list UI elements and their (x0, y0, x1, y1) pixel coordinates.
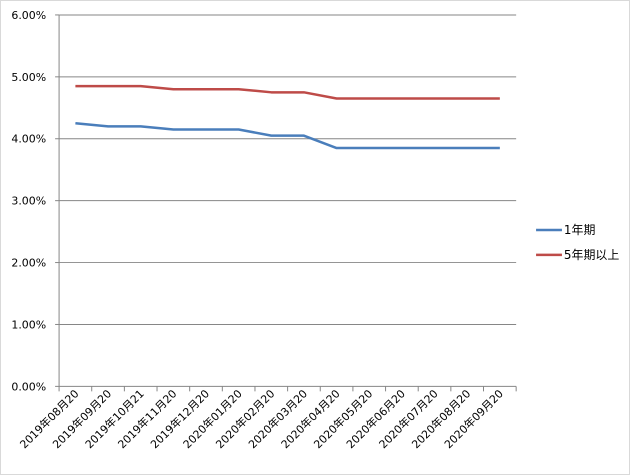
y-axis-ticks: 0.00% 1.00% 2.00% 3.00% 4.00% 5.00% 6.00% (11, 9, 46, 393)
y-tick-label: 5.00% (11, 71, 46, 84)
x-tick-label: 2019年11月20 (115, 387, 180, 452)
x-tick-label: 2020年03月20 (245, 387, 310, 452)
legend-label: 5年期以上 (564, 248, 619, 262)
y-tick-label: 2.00% (11, 257, 46, 270)
y-tick-label: 0.00% (11, 380, 46, 393)
x-tick-label: 2019年10月21 (82, 387, 147, 452)
x-tick-label: 2020年08月20 (409, 387, 474, 452)
series-line-1 (75, 84, 500, 100)
x-tick-label: 2020年09月20 (441, 387, 506, 452)
x-tick-label: 2020年06月20 (343, 387, 408, 452)
x-tick-label: 2019年09月20 (49, 387, 114, 452)
y-tick-label: 4.00% (11, 133, 46, 146)
x-tick-label: 2020年05月20 (311, 387, 376, 452)
series-line-0 (75, 122, 500, 150)
y-tick-label: 6.00% (11, 9, 46, 22)
legend: 1年期 5年期以上 (536, 223, 619, 262)
x-tick-label: 2020年07月20 (376, 387, 441, 452)
gridlines (55, 14, 517, 392)
series-lines (75, 84, 500, 150)
y-tick-label: 3.00% (11, 195, 46, 208)
x-tick-label: 2020年04月20 (278, 387, 343, 452)
legend-label: 1年期 (564, 223, 596, 237)
y-tick-label: 1.00% (11, 318, 46, 331)
x-tick-label: 2020年02月20 (213, 387, 278, 452)
x-tick-label: 2020年01月20 (180, 387, 245, 452)
x-tick-label: 2019年08月20 (17, 387, 82, 452)
x-tick-label: 2019年12月20 (147, 387, 212, 452)
x-axis-ticks: 2019年08月202019年09月202019年10月212019年11月20… (17, 387, 506, 452)
